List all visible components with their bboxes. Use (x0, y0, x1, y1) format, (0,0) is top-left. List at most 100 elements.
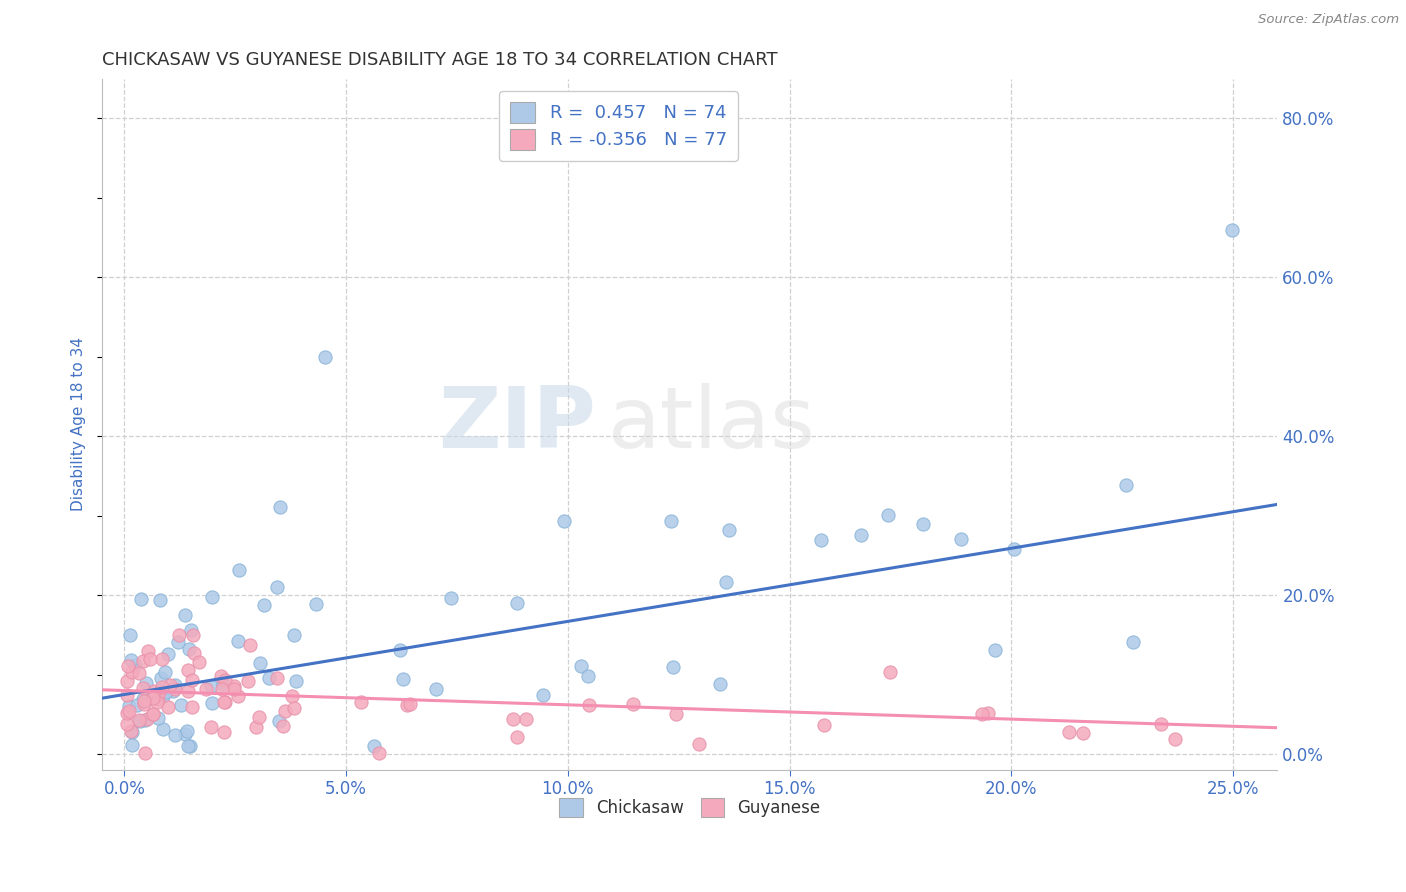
Point (180, 673, 202, 688)
Point (214, 695, 236, 709)
Point (187, 655, 209, 669)
Point (149, 593, 172, 607)
Point (212, 695, 235, 709)
Point (949, 533, 972, 547)
Point (135, 712, 157, 726)
Point (662, 660, 685, 674)
Point (118, 704, 141, 718)
Point (283, 701, 305, 715)
Point (718, 524, 741, 538)
Point (120, 653, 142, 667)
Point (305, 597, 328, 611)
Point (120, 723, 142, 738)
Point (143, 688, 166, 702)
Point (177, 663, 200, 677)
Point (976, 706, 998, 721)
Point (395, 698, 418, 713)
Point (141, 691, 163, 706)
Point (146, 691, 169, 706)
Point (259, 671, 281, 685)
Point (810, 533, 832, 548)
Point (180, 624, 202, 638)
Point (392, 672, 415, 686)
Point (1150, 717, 1173, 731)
Point (157, 647, 180, 661)
Point (363, 739, 385, 753)
Point (135, 675, 157, 690)
Point (269, 500, 291, 514)
Point (688, 737, 710, 751)
Point (132, 681, 155, 695)
Point (876, 508, 898, 523)
Point (228, 563, 250, 577)
Point (515, 712, 537, 726)
Point (1071, 726, 1094, 740)
Point (142, 707, 165, 722)
Point (167, 635, 190, 649)
Point (157, 699, 180, 714)
Point (247, 710, 270, 724)
Point (314, 350, 336, 364)
Point (502, 712, 524, 726)
Point (117, 658, 139, 673)
Point (350, 695, 373, 709)
Point (440, 591, 463, 606)
Point (115, 706, 138, 721)
Point (200, 720, 222, 734)
Point (506, 730, 529, 744)
Point (1059, 724, 1081, 739)
Point (245, 719, 267, 733)
Point (506, 596, 529, 610)
Point (163, 682, 186, 697)
Point (211, 681, 233, 696)
Point (212, 725, 235, 739)
Point (121, 665, 143, 680)
Point (849, 528, 872, 542)
Point (152, 689, 174, 703)
Point (146, 711, 169, 725)
Point (209, 669, 232, 683)
Point (150, 681, 173, 695)
Point (176, 739, 198, 753)
Point (709, 677, 731, 691)
Point (149, 671, 172, 685)
Point (399, 698, 422, 712)
Point (183, 646, 205, 660)
Point (131, 692, 153, 706)
Point (266, 581, 288, 595)
Point (162, 684, 184, 698)
Point (180, 699, 202, 714)
Point (195, 681, 218, 696)
Point (425, 682, 447, 697)
Point (228, 634, 250, 648)
Point (128, 665, 150, 680)
Point (569, 659, 592, 673)
Point (1122, 635, 1144, 649)
Point (1163, 732, 1185, 747)
Point (146, 695, 169, 709)
Point (167, 628, 190, 642)
Point (174, 607, 197, 622)
Point (576, 669, 599, 683)
Point (129, 591, 152, 606)
Point (813, 718, 835, 732)
Point (273, 704, 295, 718)
Point (970, 707, 993, 722)
Text: Source: ZipAtlas.com: Source: ZipAtlas.com (1258, 13, 1399, 27)
Point (226, 689, 249, 703)
Point (238, 673, 260, 688)
Point (659, 514, 682, 528)
Point (1115, 478, 1137, 492)
Point (142, 706, 165, 721)
Point (179, 739, 201, 753)
Point (389, 643, 412, 657)
Point (128, 714, 150, 728)
Point (125, 698, 148, 712)
Point (163, 677, 186, 691)
Point (134, 713, 156, 727)
Point (912, 516, 935, 531)
Point (201, 591, 224, 605)
Point (271, 719, 294, 733)
Point (253, 598, 276, 612)
Text: atlas: atlas (607, 383, 815, 466)
